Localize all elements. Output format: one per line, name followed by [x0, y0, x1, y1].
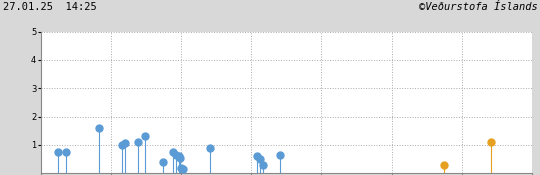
Text: ©Veðurstofa Íslands: ©Veðurstofa Íslands — [418, 2, 537, 12]
Text: 27.01.25  14:25: 27.01.25 14:25 — [3, 2, 97, 12]
